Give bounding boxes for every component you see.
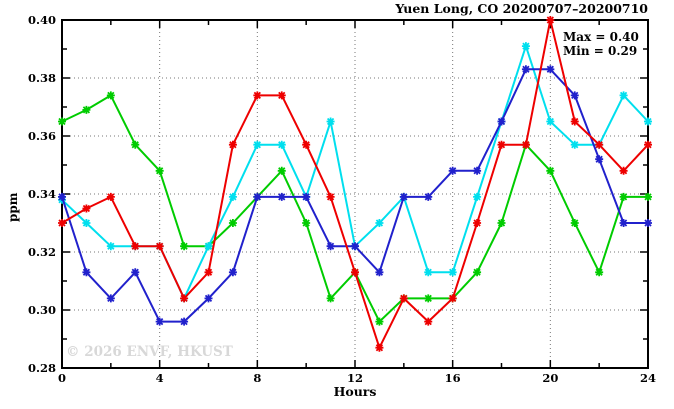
min-value-label: Min = 0.29: [563, 44, 638, 58]
max-value-label: Max = 0.40: [563, 30, 639, 44]
y-tick-label-0.40: 0.40: [28, 13, 56, 27]
series-blue-markers: [58, 65, 652, 326]
series-red-line: [61, 19, 649, 349]
watermark-text: © 2026 ENVF, HKUST: [66, 344, 233, 360]
x-tick-label-8: 8: [253, 371, 261, 385]
x-axis-label: Hours: [333, 384, 377, 399]
chart-title: Yuen Long, CO 20200707–20200710: [395, 1, 648, 16]
x-tick-label-0: 0: [58, 371, 66, 385]
x-tick-label-4: 4: [156, 371, 164, 385]
series-red-markers: [58, 16, 652, 352]
y-tick-label-0.32: 0.32: [28, 245, 56, 259]
y-tick-label-0.36: 0.36: [28, 129, 56, 143]
x-tick-label-16: 16: [445, 371, 461, 385]
max-min-annotation: Max = 0.40 Min = 0.29: [563, 30, 639, 58]
series-blue-line: [61, 68, 648, 323]
x-tick-label-12: 12: [347, 371, 363, 385]
y-tick-label-0.38: 0.38: [28, 71, 56, 85]
y-tick-label-0.28: 0.28: [28, 361, 56, 375]
x-tick-label-24: 24: [640, 371, 656, 385]
y-tick-label-0.34: 0.34: [28, 187, 56, 201]
y-axis-label: ppm: [6, 192, 20, 222]
x-tick-label-20: 20: [542, 371, 558, 385]
y-tick-label-0.30: 0.30: [28, 303, 56, 317]
